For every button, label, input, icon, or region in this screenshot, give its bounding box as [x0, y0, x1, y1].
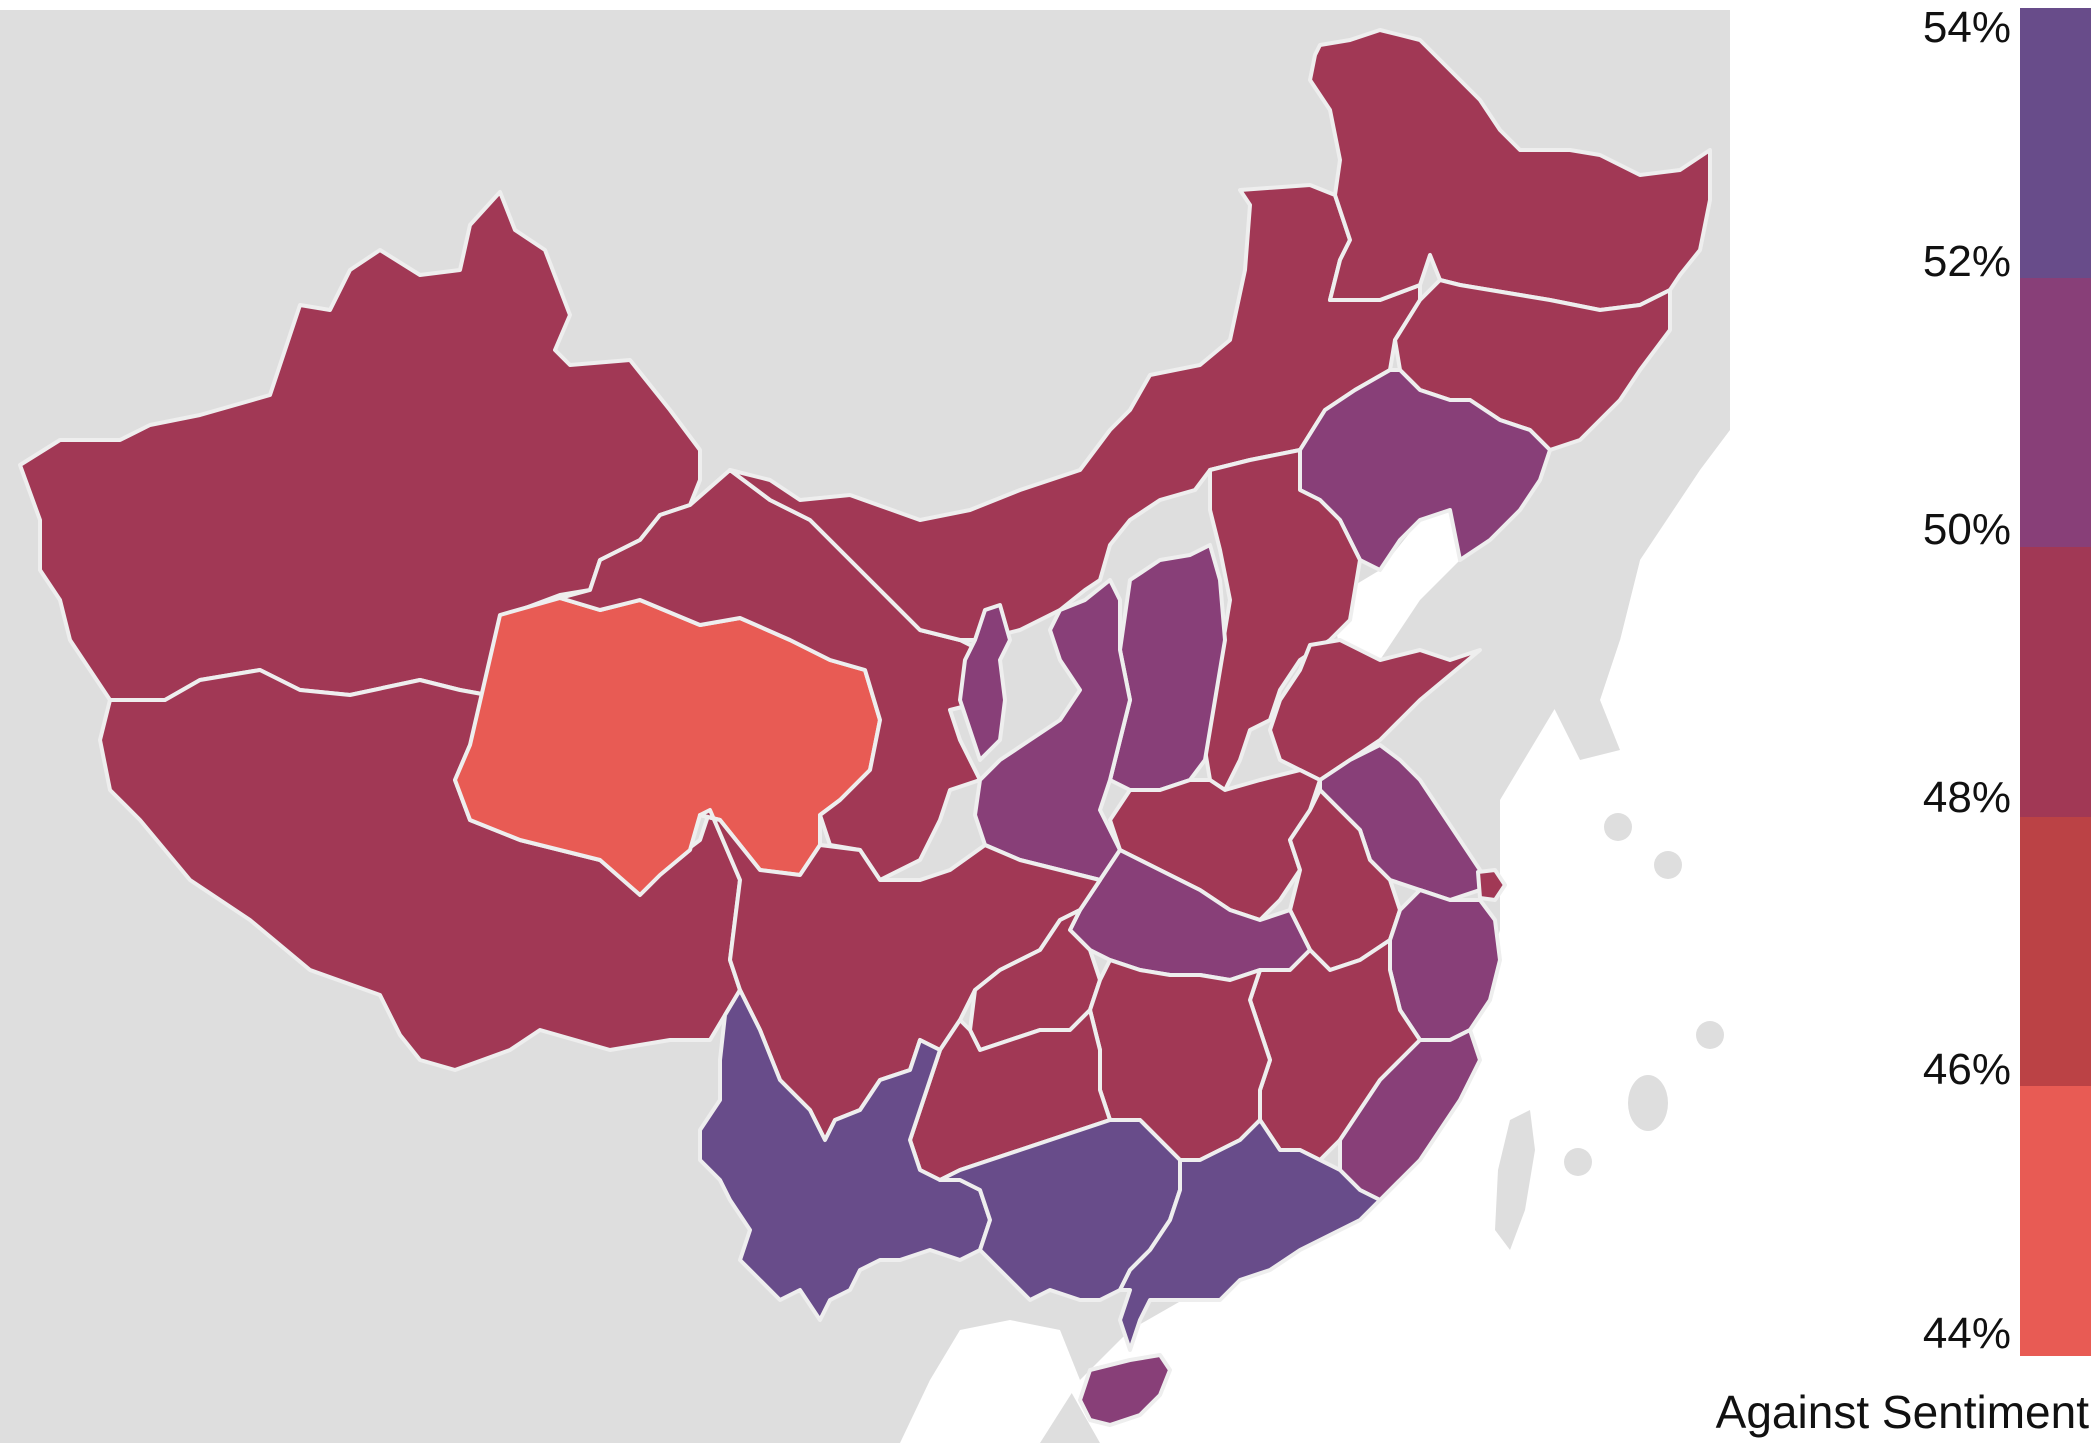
region-shandong[interactable]: [1268, 638, 1482, 782]
legend-tick-48: 48%: [1922, 773, 2011, 822]
legend-title: Against Sentiment: [1715, 1386, 2089, 1438]
legend-tick-44: 44%: [1922, 1309, 2011, 1358]
legend-tick-46: 46%: [1922, 1045, 2011, 1094]
sea-bohai: [1330, 510, 1460, 660]
sea-east: [1070, 10, 1730, 1443]
legend-swatch-52-54: [2020, 8, 2091, 278]
legend-swatch-46-48: [2020, 816, 2091, 1087]
legend-swatch-48-50: [2020, 547, 2091, 817]
sea-south: [900, 1320, 1080, 1443]
korea-peninsula: [1540, 450, 1640, 760]
legend-swatch-50-52: [2020, 277, 2091, 548]
region-guangdong[interactable]: [1118, 1118, 1382, 1352]
taiwan: [1495, 1110, 1535, 1250]
legend-swatch-44-46: [2020, 1086, 2091, 1356]
japan-island-4: [1628, 1075, 1668, 1131]
legend-tick-50: 50%: [1922, 505, 2011, 554]
legend-tick-54: 54%: [1922, 3, 2011, 52]
japan-island-1: [1604, 813, 1632, 841]
japan-island-5: [1564, 1148, 1592, 1176]
japan-island-2: [1654, 851, 1682, 879]
region-ningxia[interactable]: [958, 603, 1012, 762]
region-shanghai[interactable]: [1476, 868, 1507, 902]
legend-color-bar: [2020, 8, 2091, 1356]
japan-island-3: [1696, 1021, 1724, 1049]
legend-tick-52: 52%: [1922, 237, 2011, 286]
region-hainan[interactable]: [1078, 1353, 1172, 1427]
